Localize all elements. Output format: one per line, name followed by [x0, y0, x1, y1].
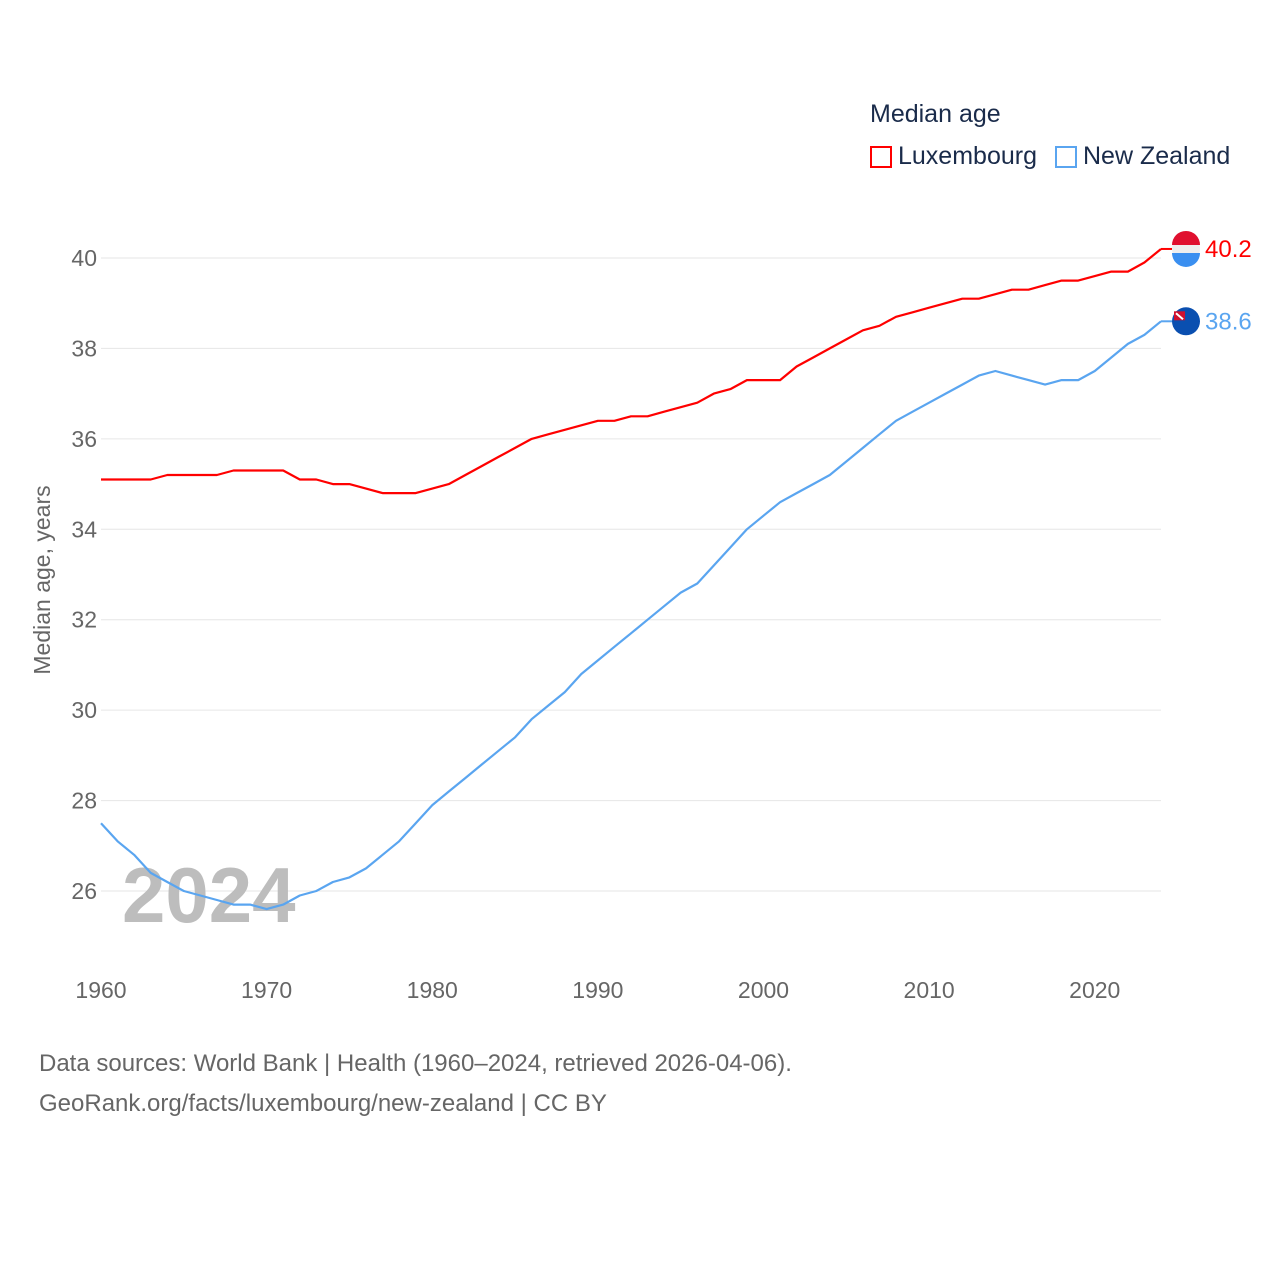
y-tick-label: 40: [71, 245, 97, 271]
flag-blue-stripe: [1172, 252, 1200, 267]
legend-label-luxembourg: Luxembourg: [898, 142, 1037, 170]
flag-icon-luxembourg: [1172, 230, 1200, 267]
x-tick-label: 2000: [738, 977, 789, 1003]
series-line-luxembourg: [101, 248, 1162, 495]
x-tick-label: 1970: [241, 977, 292, 1003]
legend: Luxembourg New Zealand: [870, 142, 1230, 171]
y-tick-label: 36: [71, 426, 97, 452]
legend-item-luxembourg[interactable]: Luxembourg: [870, 142, 1037, 171]
legend-swatch-new-zealand: [1054, 145, 1077, 168]
end-value-label-luxembourg: 40.2: [1205, 236, 1252, 263]
y-tick-label: 34: [71, 516, 97, 542]
x-tick-label: 1990: [572, 977, 623, 1003]
y-tick-label: 32: [71, 607, 97, 633]
legend-title: Median age: [870, 100, 1001, 128]
legend-label-new-zealand: New Zealand: [1082, 142, 1231, 170]
attribution-link[interactable]: GeoRank.org/facts/luxembourg/new-zealand…: [39, 1090, 607, 1117]
year-watermark: 2024: [122, 851, 296, 939]
x-tick-label: 1980: [407, 977, 458, 1003]
flag-red-stripe: [1172, 230, 1200, 245]
footer: Data sources: World Bank | Health (1960–…: [39, 1044, 792, 1124]
x-tick-label: 2010: [904, 977, 955, 1003]
y-tick-label: 26: [71, 878, 97, 904]
y-axis-label: Median age, years: [29, 485, 55, 674]
y-tick-label: 30: [71, 697, 97, 723]
legend-swatch-luxembourg: [870, 145, 892, 168]
x-tick-label: 1960: [75, 977, 126, 1003]
x-tick-label: 2020: [1069, 977, 1120, 1003]
series-line-new-zealand: [100, 320, 1162, 911]
end-value-label-new-zealand: 38.6: [1205, 308, 1252, 335]
flag-cross: [1175, 312, 1184, 321]
flag-icon-new-zealand: [1172, 307, 1200, 336]
y-tick-label: 28: [71, 788, 97, 814]
data-source-text: Data sources: World Bank | Health (1960–…: [39, 1050, 792, 1077]
legend-item-new-zealand[interactable]: New Zealand: [1054, 142, 1231, 171]
y-tick-label: 38: [71, 335, 97, 361]
